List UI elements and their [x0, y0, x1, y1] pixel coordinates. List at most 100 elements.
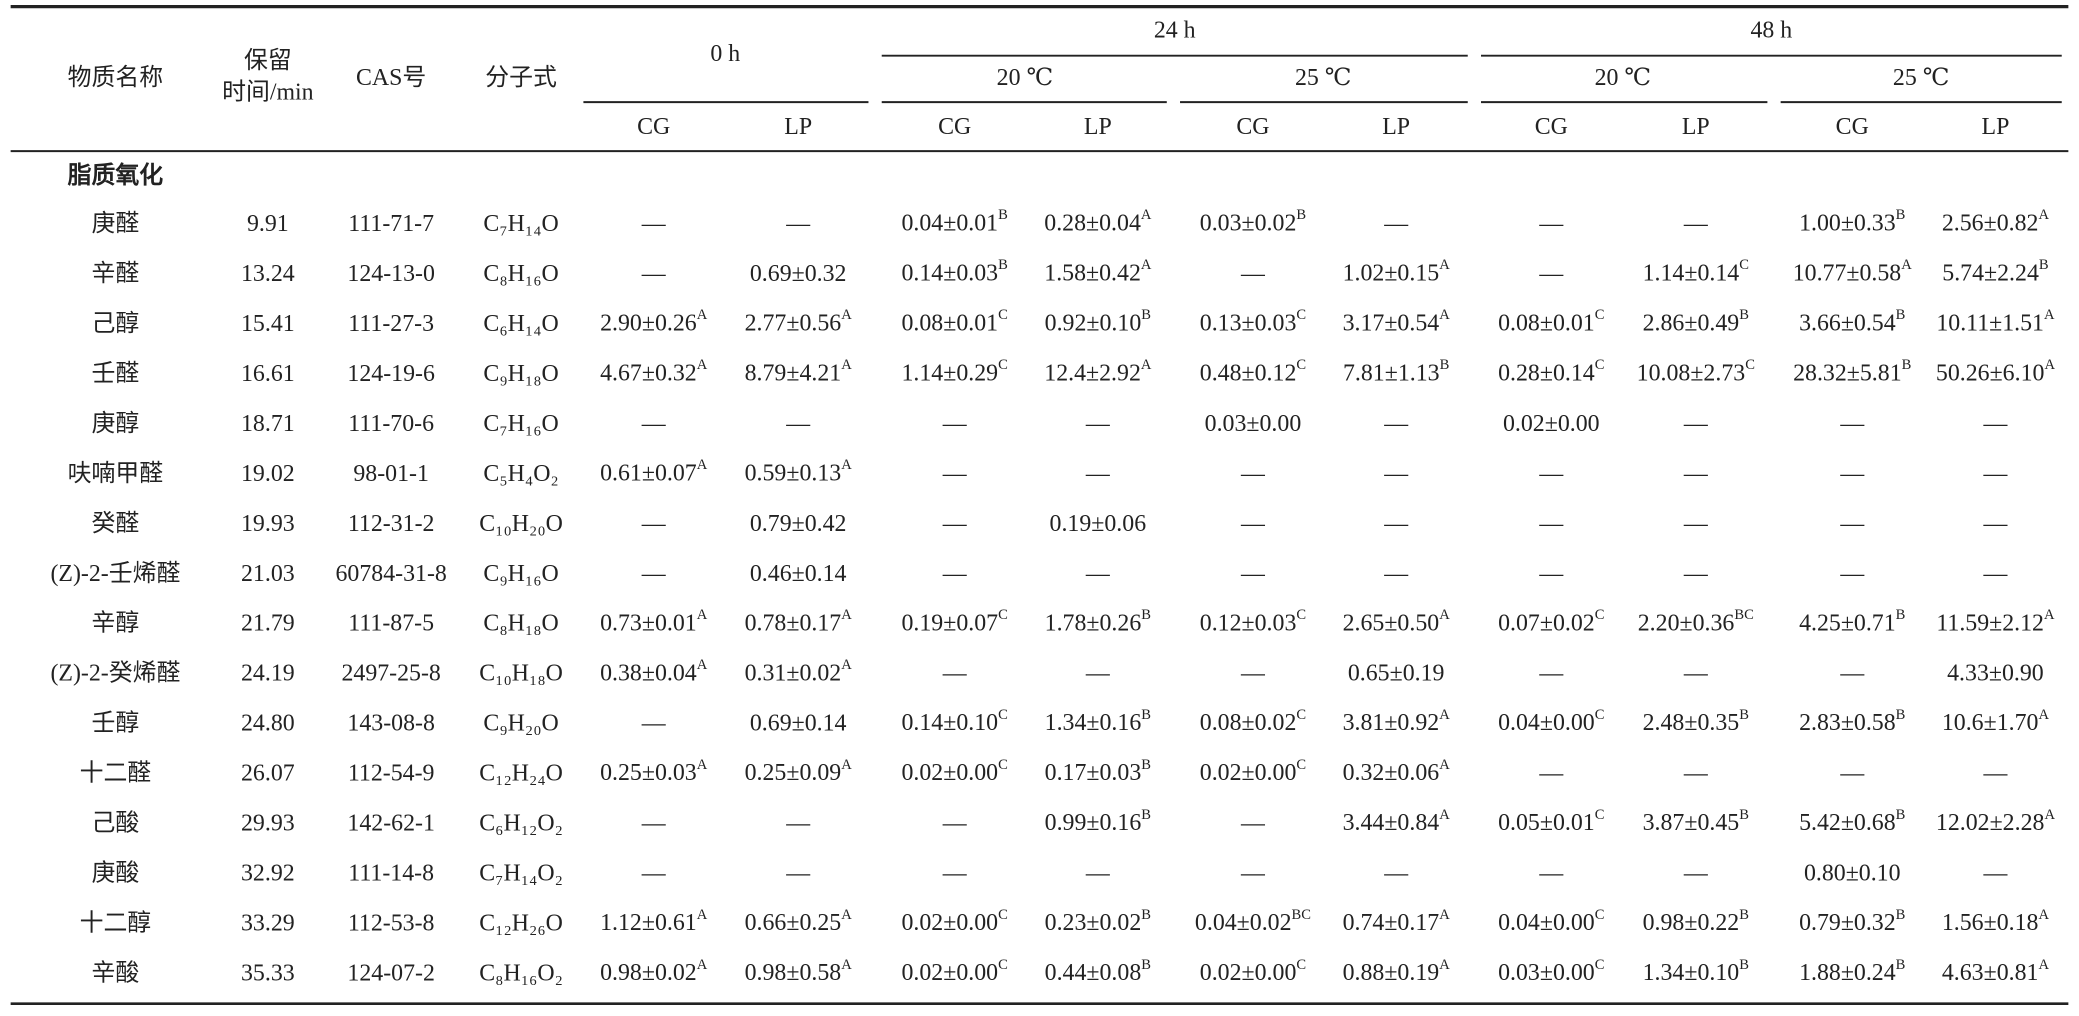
value-cell: —: [942, 811, 968, 837]
value: 1.12±0.61: [600, 911, 697, 937]
compound-name: (Z)-2-癸烯醛: [50, 660, 180, 687]
value: 0.04±0.00: [1498, 711, 1595, 737]
value: 0.32±0.06: [1343, 761, 1440, 787]
value: 4.63±0.81: [1942, 961, 2039, 987]
header-temp: 25 ℃: [1893, 65, 1950, 91]
value-cell: —: [1538, 211, 1564, 237]
group-header: CG: [637, 114, 670, 140]
formula: C₁₂H₂₄O: [479, 761, 563, 787]
value-cell: 0.25±0.09A: [745, 757, 853, 786]
value-cell: 4.63±0.81A: [1942, 957, 2050, 986]
value-cell: —: [1839, 761, 1865, 787]
value-cell: 10.11±1.51A: [1936, 307, 2055, 336]
value-cell: 2.48±0.35B: [1643, 707, 1750, 736]
value: 0.04±0.01: [901, 211, 998, 237]
compound-name: 己酸: [92, 810, 140, 837]
value: 0.04±0.02: [1195, 911, 1292, 937]
group-header: CG: [1535, 114, 1568, 140]
value-cell: —: [1683, 561, 1709, 587]
retention-time: 21.79: [241, 611, 295, 637]
value-cell: 5.42±0.68B: [1799, 807, 1906, 836]
value-cell: 10.77±0.58A: [1793, 257, 1913, 286]
significance: A: [1141, 207, 1152, 223]
value: 0.99±0.16: [1045, 811, 1142, 837]
significance: C: [1595, 357, 1605, 373]
value-cell: 0.65±0.19: [1348, 661, 1445, 687]
compound-name: (Z)-2-壬烯醛: [50, 560, 180, 587]
value: 1.00±0.33: [1799, 211, 1896, 237]
value-cell: —: [1538, 661, 1564, 687]
significance: B: [1296, 207, 1306, 223]
value: 0.92±0.10: [1045, 311, 1142, 337]
value: 1.88±0.24: [1799, 961, 1896, 987]
formula: C₁₂H₂₆O: [479, 911, 563, 937]
significance: A: [697, 457, 708, 473]
value-cell: 2.90±0.26A: [600, 307, 708, 336]
value: 0.13±0.03: [1200, 311, 1297, 337]
significance: BC: [1292, 907, 1311, 923]
significance: A: [841, 357, 852, 373]
significance: C: [998, 357, 1008, 373]
value: 11.59±2.12: [1936, 611, 2044, 637]
value: 0.02±0.00: [901, 761, 998, 787]
compound-name: 庚醇: [92, 410, 140, 437]
value-cell: —: [1085, 861, 1111, 887]
value-cell: 5.74±2.24B: [1942, 257, 2049, 286]
value: 1.34±0.10: [1643, 961, 1740, 987]
value-cell: —: [1383, 461, 1409, 487]
significance: A: [2038, 207, 2049, 223]
value-cell: —: [1538, 261, 1564, 287]
value: 2.77±0.56: [745, 311, 842, 337]
value: 3.81±0.92: [1343, 711, 1440, 737]
value: 1.78±0.26: [1045, 611, 1142, 637]
compound-name: 壬醇: [92, 710, 140, 737]
compound-name: 辛醇: [92, 610, 140, 637]
value-cell: —: [1240, 461, 1266, 487]
value-cell: 0.66±0.25A: [745, 907, 853, 936]
value: 2.56±0.82: [1942, 211, 2039, 237]
compound-name: 辛酸: [92, 960, 140, 987]
cas-number: 98-01-1: [353, 461, 429, 487]
value-cell: 0.05±0.01C: [1498, 807, 1604, 836]
value-cell: 0.08±0.01C: [901, 307, 1007, 336]
formula: C₉H₂₀O: [483, 711, 558, 737]
retention-time: 15.41: [241, 311, 295, 337]
value: 0.08±0.01: [1498, 311, 1595, 337]
significance: B: [998, 207, 1008, 223]
cas-number: 60784-31-8: [335, 561, 446, 587]
value-cell: —: [785, 861, 811, 887]
cas-number: 142-62-1: [347, 811, 434, 837]
retention-time: 35.33: [241, 961, 295, 987]
value: 0.66±0.25: [745, 911, 842, 937]
significance: A: [841, 607, 852, 623]
value-cell: —: [1683, 761, 1709, 787]
value-cell: 28.32±5.81B: [1793, 357, 1912, 386]
cas-number: 124-19-6: [347, 361, 435, 387]
value-cell: 12.4±2.92A: [1044, 357, 1152, 386]
value-cell: —: [942, 511, 968, 537]
cas-number: 111-70-6: [348, 411, 434, 437]
value-cell: —: [1538, 761, 1564, 787]
value: 28.32±5.81: [1793, 361, 1902, 387]
value: 10.77±0.58: [1793, 261, 1902, 287]
retention-time: 26.07: [241, 761, 295, 787]
value-cell: —: [1683, 661, 1709, 687]
retention-time: 32.92: [241, 861, 295, 887]
value: 0.19±0.07: [901, 611, 998, 637]
value-cell: 1.02±0.15A: [1343, 257, 1451, 286]
value-cell: 0.08±0.02C: [1200, 707, 1306, 736]
value: 2.20±0.36: [1638, 611, 1735, 637]
value: 1.14±0.29: [901, 361, 998, 387]
value-cell: 1.34±0.16B: [1045, 707, 1152, 736]
significance: A: [1439, 957, 1450, 973]
value-cell: —: [1983, 761, 2009, 787]
value-cell: —: [1538, 511, 1564, 537]
retention-time: 19.93: [241, 511, 295, 537]
value: 12.4±2.92: [1044, 361, 1141, 387]
compound-name: 呋喃甲醛: [68, 460, 164, 487]
significance: B: [1141, 807, 1151, 823]
value-cell: 0.04±0.02BC: [1195, 907, 1311, 936]
value-cell: 4.33±0.90: [1947, 661, 2044, 687]
value-cell: 2.65±0.50A: [1343, 607, 1451, 636]
value-cell: —: [785, 411, 811, 437]
